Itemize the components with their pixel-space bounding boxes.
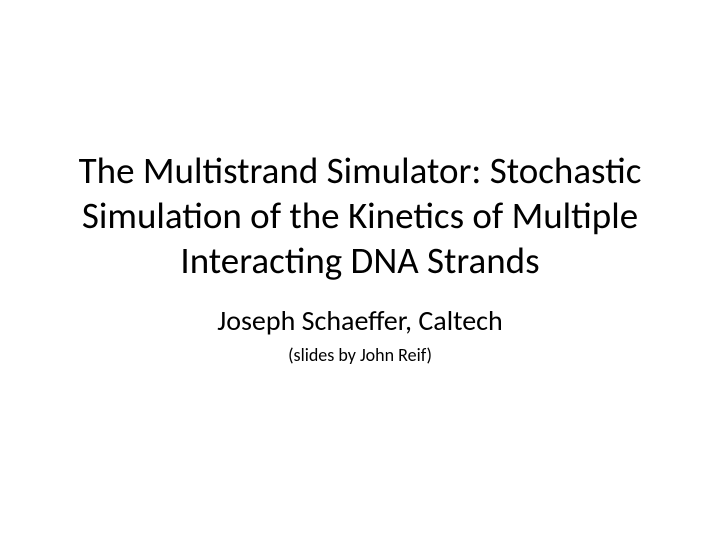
slide-title: The Multistrand Simulator: Stochastic Si… (30, 148, 690, 283)
slide-subtitle: Joseph Schaeffer, Caltech (217, 303, 502, 338)
slide-credits: (slides by John Reif) (288, 344, 432, 366)
